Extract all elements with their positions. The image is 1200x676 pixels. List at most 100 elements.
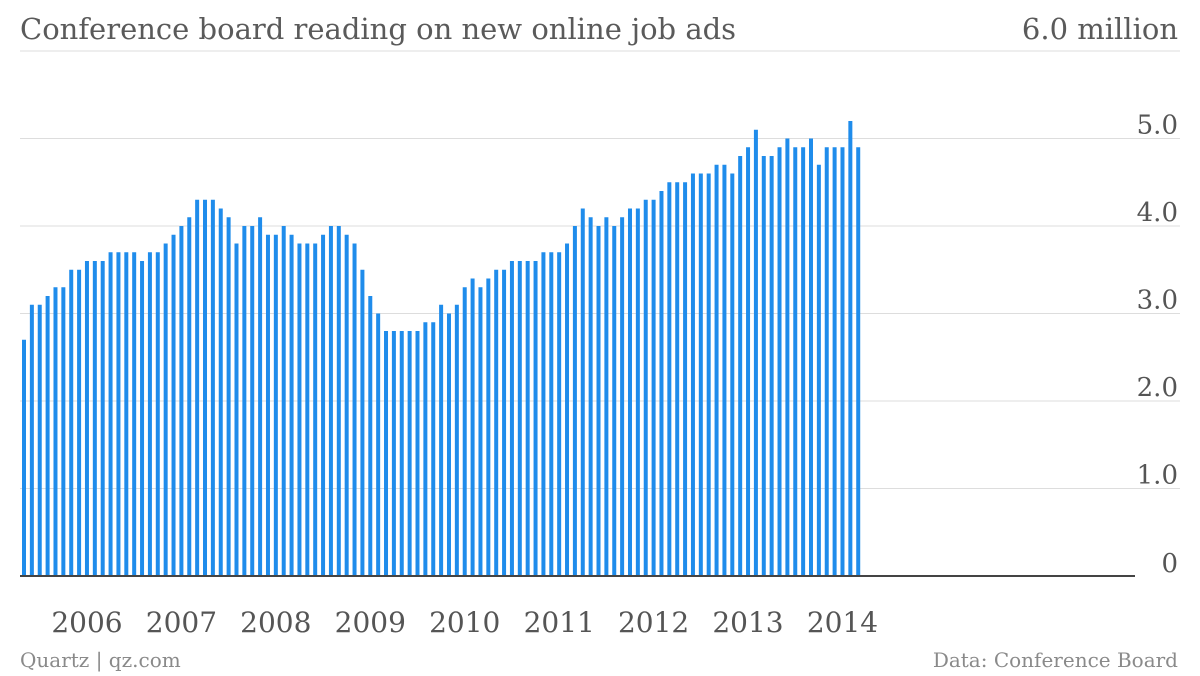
bar — [360, 269, 365, 576]
y-tick-label: 3.0 — [1137, 286, 1178, 316]
bar — [22, 339, 26, 576]
bar — [155, 252, 160, 576]
bar — [612, 226, 617, 576]
bar — [769, 156, 774, 576]
bar — [565, 243, 570, 576]
x-tick-label: 2006 — [51, 606, 122, 639]
bar — [848, 121, 853, 576]
bar — [557, 252, 562, 576]
x-tick-label: 2008 — [240, 606, 311, 639]
bar — [195, 199, 200, 576]
bar — [384, 331, 389, 576]
bar — [391, 331, 396, 576]
bar — [604, 217, 609, 576]
bar — [399, 331, 404, 576]
bar — [336, 226, 341, 576]
chart-title: Conference board reading on new online j… — [20, 12, 737, 46]
bar — [37, 304, 42, 576]
bar — [376, 313, 381, 576]
y-axis-unit-label: 6.0 million — [1021, 12, 1178, 46]
bar — [651, 199, 656, 576]
y-tick-label: 5.0 — [1137, 111, 1178, 141]
bar — [856, 147, 861, 576]
bar — [840, 147, 845, 576]
bar — [470, 278, 475, 576]
y-tick-labels: 0 1.0 2.0 3.0 4.0 5.0 — [1137, 111, 1178, 580]
bar — [793, 147, 798, 576]
bar — [29, 304, 34, 576]
bar — [53, 287, 58, 576]
bar — [218, 208, 223, 576]
bar — [509, 261, 514, 576]
bar — [132, 252, 137, 576]
bar — [446, 313, 451, 576]
bar — [533, 261, 538, 576]
x-tick-label: 2007 — [146, 606, 217, 639]
bar — [328, 226, 333, 576]
y-tick-label: 4.0 — [1137, 198, 1178, 228]
bar — [714, 164, 719, 576]
bar — [84, 261, 89, 576]
bar — [297, 243, 302, 576]
bar — [321, 234, 326, 576]
bar — [179, 226, 184, 576]
bar — [258, 217, 263, 576]
source-credit: Quartz | qz.com — [20, 648, 181, 672]
bar — [108, 252, 113, 576]
bar — [753, 129, 758, 576]
bar — [620, 217, 625, 576]
x-tick-labels: 2006 2007 2008 2009 2010 2011 2012 2013 2014 — [51, 606, 878, 639]
bars — [22, 121, 861, 576]
bar — [659, 191, 664, 576]
bar — [643, 199, 648, 576]
bar — [832, 147, 837, 576]
bar — [816, 164, 821, 576]
bar — [415, 331, 420, 576]
bar — [596, 226, 601, 576]
bar — [486, 278, 491, 576]
bar — [517, 261, 522, 576]
bar — [289, 234, 294, 576]
bar — [698, 173, 703, 576]
bar — [163, 243, 168, 576]
x-tick-label: 2014 — [807, 606, 878, 639]
bar — [92, 261, 97, 576]
bar — [809, 138, 813, 576]
bar — [785, 138, 790, 576]
bar — [494, 269, 499, 576]
bar — [675, 182, 680, 576]
bar — [210, 199, 215, 576]
bar — [683, 182, 688, 576]
bar — [250, 226, 255, 576]
bar — [730, 173, 735, 576]
bar — [746, 147, 751, 576]
bar — [100, 261, 105, 576]
bar — [502, 269, 507, 576]
bar — [242, 226, 247, 576]
y-tick-label: 2.0 — [1137, 373, 1178, 403]
bar — [667, 182, 672, 576]
bar — [45, 296, 50, 576]
bar — [722, 164, 727, 576]
bar — [478, 287, 483, 576]
bar — [706, 173, 711, 576]
bar — [140, 261, 145, 576]
bar — [580, 208, 585, 576]
bar — [635, 208, 640, 576]
x-tick-label: 2009 — [335, 606, 406, 639]
x-tick-label: 2011 — [524, 606, 595, 639]
bar — [738, 156, 743, 576]
bar — [627, 208, 632, 576]
bar — [525, 261, 530, 576]
bar — [273, 234, 278, 576]
bar — [824, 147, 829, 576]
x-tick-label: 2012 — [618, 606, 689, 639]
bar — [147, 252, 152, 576]
bar — [454, 304, 459, 576]
bar — [344, 234, 349, 576]
bar — [761, 156, 766, 576]
bar — [368, 296, 373, 576]
bar — [116, 252, 121, 576]
bar — [226, 217, 231, 576]
